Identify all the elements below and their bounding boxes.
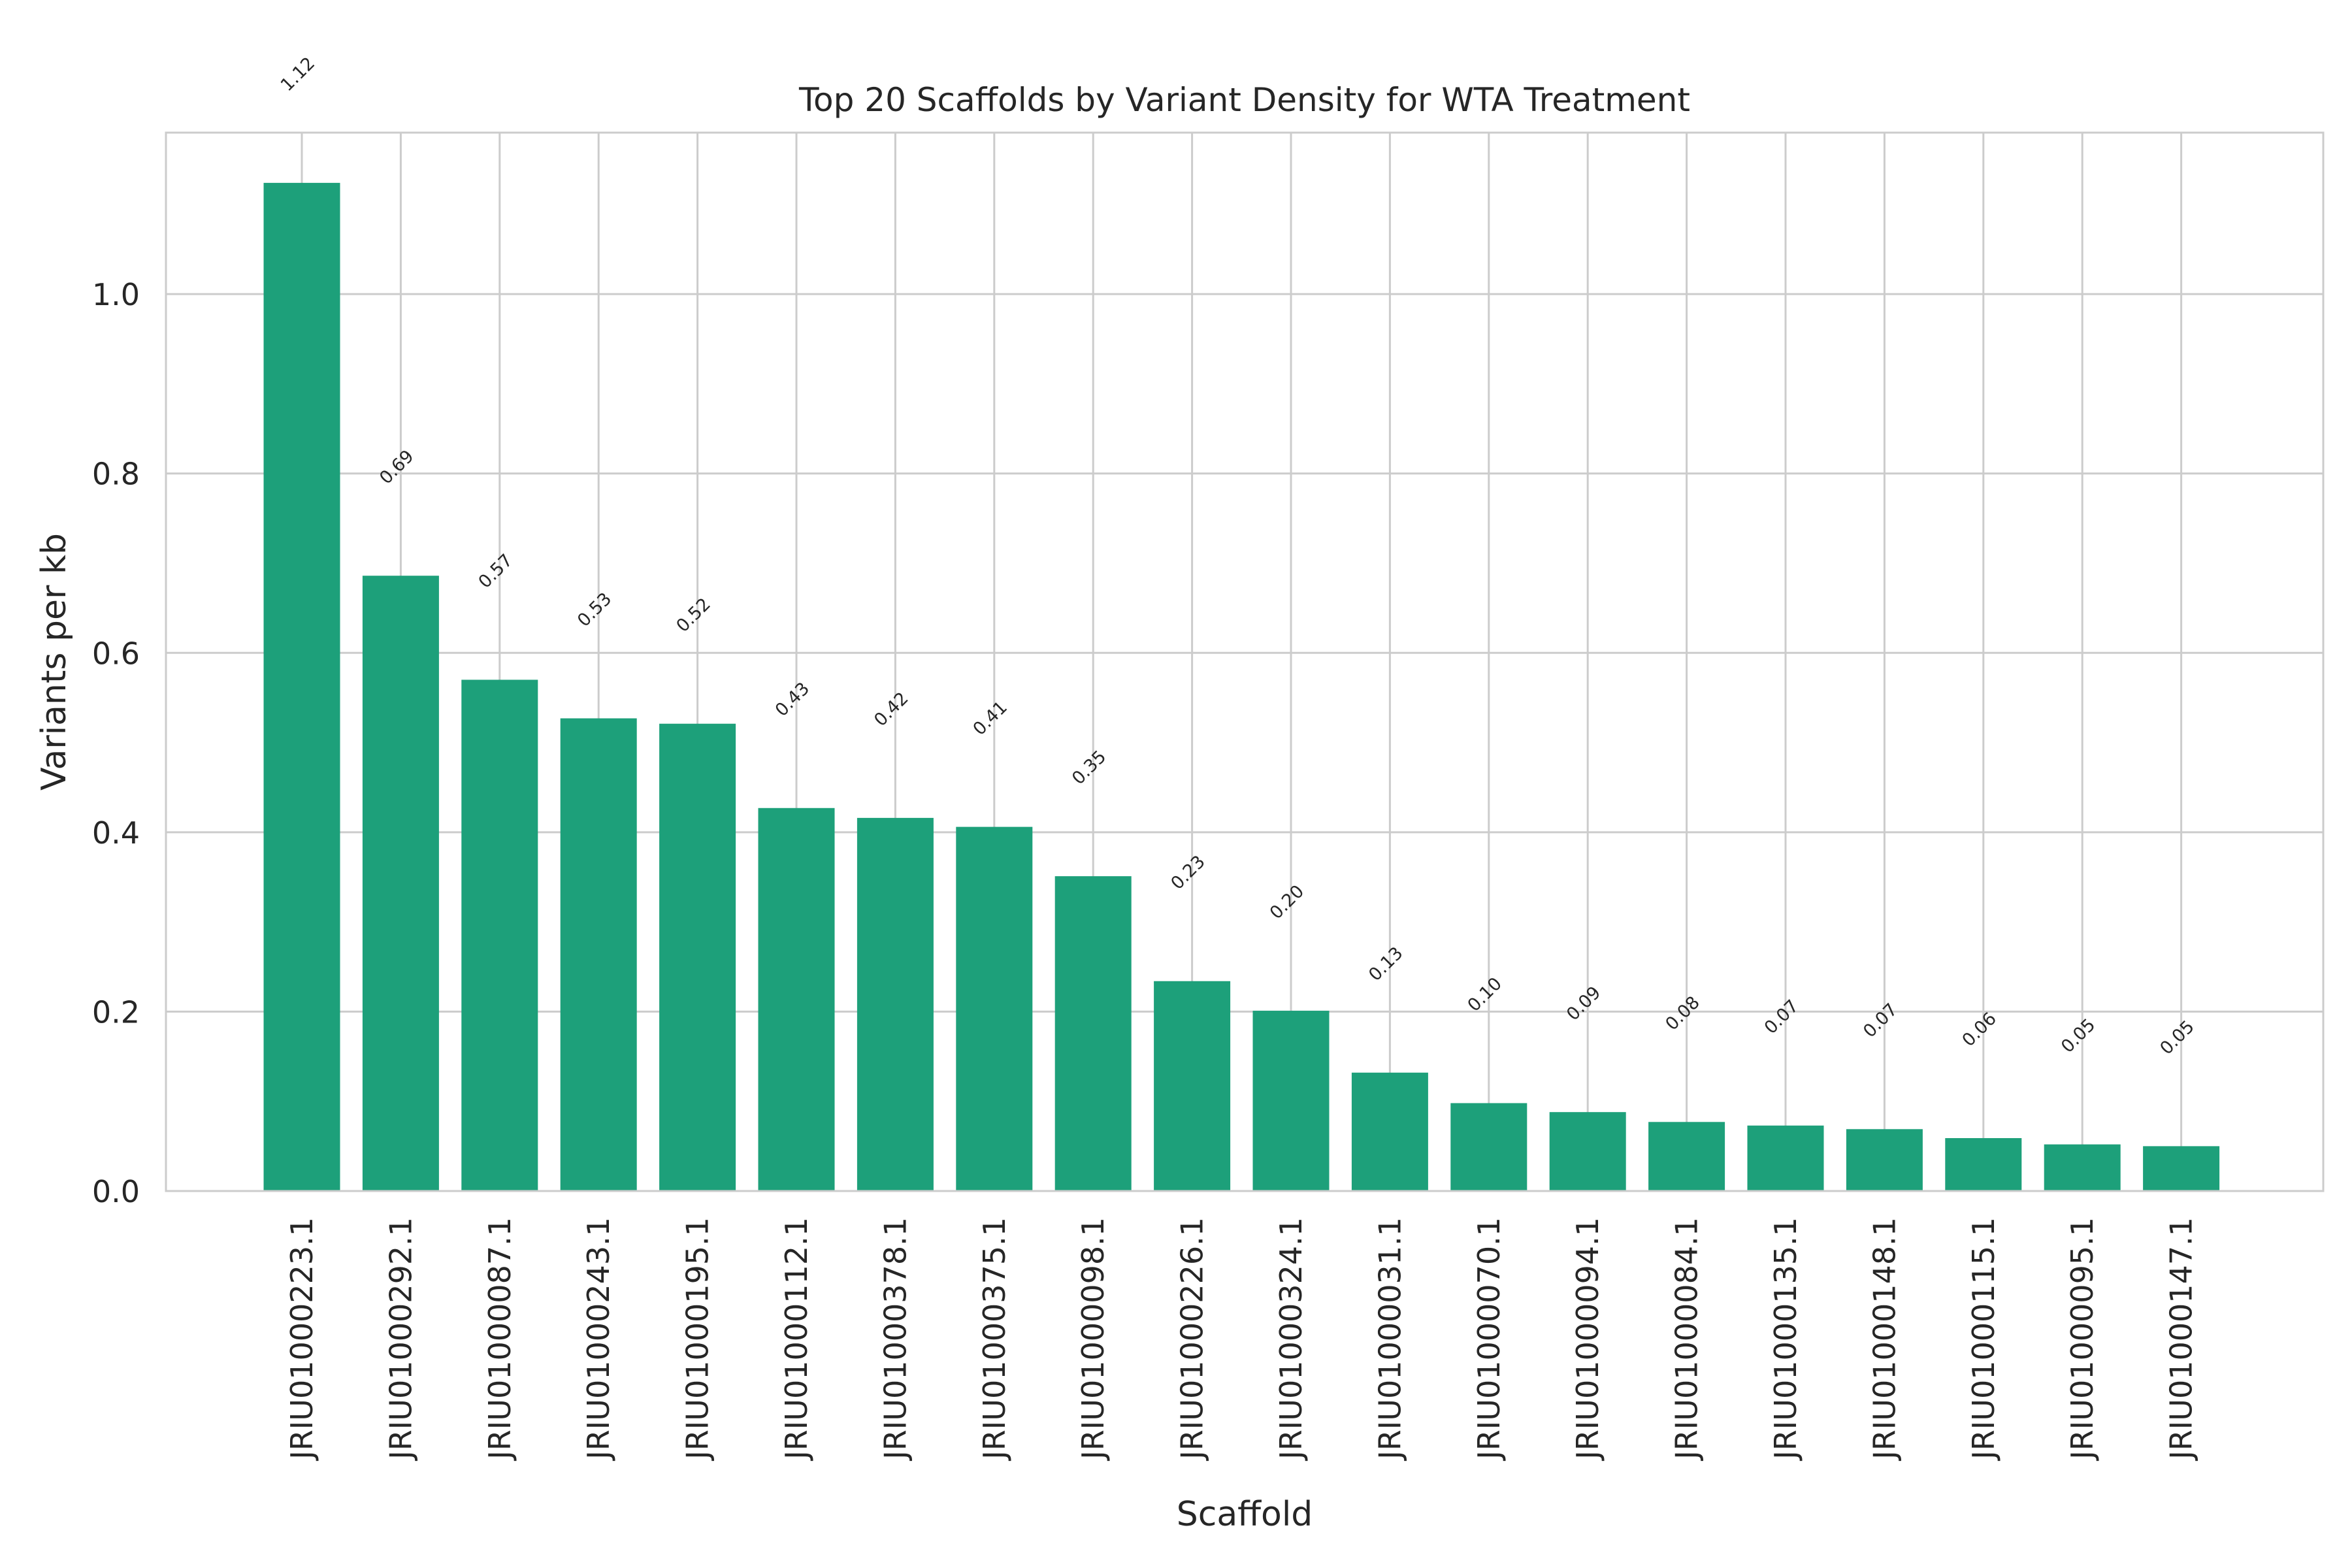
bar — [2044, 1144, 2121, 1191]
bar — [1054, 876, 1132, 1191]
x-tick-label: JRIU01000070.1 — [1471, 1217, 1507, 1462]
x-tick-label: JRIU01000292.1 — [383, 1217, 418, 1462]
chart-title: Top 20 Scaffolds by Variant Density for … — [798, 81, 1690, 119]
bar-value-label: 1.12 — [277, 54, 319, 95]
x-tick-label: JRIU01000112.1 — [779, 1217, 814, 1462]
x-axis-label: Scaffold — [1177, 1495, 1313, 1534]
x-tick-label: JRIU01000095.1 — [2065, 1217, 2100, 1462]
bar — [1945, 1138, 2022, 1191]
bar — [1351, 1072, 1428, 1191]
x-tick-label: JRIU01000115.1 — [1966, 1217, 2001, 1462]
x-tick-label: JRIU01000378.1 — [877, 1217, 913, 1462]
x-tick-label: JRIU01000135.1 — [1768, 1217, 1803, 1462]
bar — [1450, 1103, 1527, 1191]
bar — [560, 718, 637, 1191]
x-tick-label: JRIU01000087.1 — [482, 1217, 517, 1462]
y-tick-label: 0.0 — [92, 1174, 140, 1209]
bar — [1252, 1011, 1330, 1191]
bar — [1648, 1122, 1725, 1191]
y-axis-ticks: 0.0 0.2 0.4 0.6 0.8 1.0 — [92, 277, 140, 1209]
bar — [1549, 1112, 1626, 1191]
x-tick-label: JRIU01000148.1 — [1867, 1217, 1902, 1462]
y-axis-label: Variants per kb — [35, 533, 74, 791]
bar — [659, 723, 736, 1191]
x-tick-label: JRIU01000324.1 — [1273, 1217, 1309, 1462]
y-tick-label: 0.2 — [92, 994, 140, 1030]
bar — [362, 576, 439, 1191]
y-tick-label: 1.0 — [92, 277, 140, 312]
x-tick-label: JRIU01000147.1 — [2164, 1217, 2199, 1462]
bar — [263, 182, 340, 1191]
x-tick-label: JRIU01000195.1 — [680, 1217, 715, 1462]
x-tick-label: JRIU01000226.1 — [1175, 1217, 1210, 1462]
bar — [857, 817, 934, 1191]
x-tick-label: JRIU01000098.1 — [1075, 1217, 1111, 1462]
bar — [956, 826, 1033, 1191]
plot-frame — [165, 131, 2325, 1192]
x-tick-label: JRIU01000094.1 — [1570, 1217, 1605, 1462]
x-tick-label: JRIU01000031.1 — [1372, 1217, 1407, 1462]
bar — [2143, 1146, 2220, 1191]
bar — [1154, 981, 1231, 1191]
x-tick-label: JRIU01000375.1 — [977, 1217, 1012, 1462]
y-tick-label: 0.4 — [92, 815, 140, 851]
bar — [461, 679, 538, 1191]
x-tick-label: JRIU01000084.1 — [1669, 1217, 1705, 1462]
y-tick-label: 0.6 — [92, 636, 140, 671]
x-axis-ticks: JRIU01000223.1 JRIU01000292.1 JRIU01000087… — [284, 1217, 2199, 1462]
y-tick-label: 0.8 — [92, 457, 140, 492]
x-tick-label: JRIU01000223.1 — [284, 1217, 319, 1462]
bar — [1846, 1129, 1923, 1191]
x-tick-label: JRIU01000243.1 — [581, 1217, 616, 1462]
bar — [758, 808, 835, 1191]
bar — [1747, 1125, 1824, 1191]
bars — [263, 182, 2220, 1191]
